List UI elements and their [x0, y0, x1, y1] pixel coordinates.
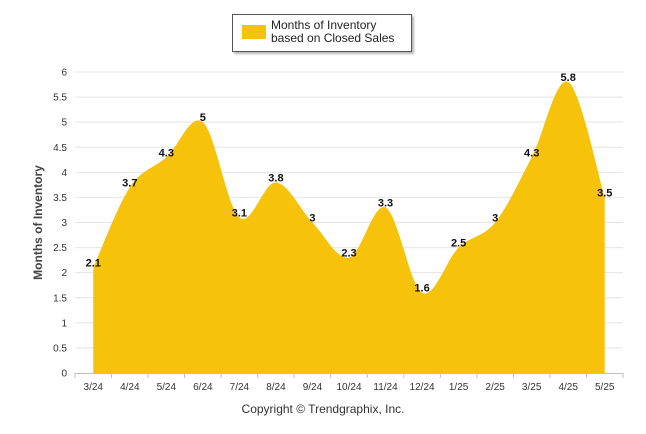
- x-tick-label: 11/24: [373, 382, 398, 393]
- data-label: 3: [492, 213, 498, 225]
- copyright-text: Copyright © Trendgraphix, Inc.: [241, 402, 405, 416]
- x-tick-label: 1/25: [449, 382, 469, 393]
- y-tick-label: 0.5: [53, 343, 67, 354]
- y-tick-label: 5: [61, 118, 67, 129]
- data-label: 3.7: [122, 177, 137, 189]
- y-tick-label: 2.5: [53, 243, 67, 254]
- data-label: 4.3: [524, 147, 539, 159]
- y-tick-label: 5.5: [53, 93, 67, 104]
- y-axis-title: Months of Inventory: [31, 165, 45, 280]
- data-label: 2.3: [341, 248, 356, 260]
- legend-swatch: [242, 25, 266, 39]
- x-tick-label: 3/24: [84, 382, 104, 393]
- x-tick-label: 6/24: [193, 382, 213, 393]
- data-label: 5: [200, 112, 206, 124]
- data-label: 3.5: [597, 187, 612, 199]
- x-tick-label: 2/25: [485, 382, 505, 393]
- x-tick-label: 5/25: [595, 382, 615, 393]
- x-tick-label: 10/24: [336, 382, 361, 393]
- x-tick-label: 7/24: [230, 382, 250, 393]
- x-tick-label: 9/24: [303, 382, 323, 393]
- y-tick-label: 1: [61, 318, 67, 329]
- y-tick-label: 0: [61, 369, 67, 380]
- y-tick-label: 3.5: [53, 193, 67, 204]
- legend: Months of Inventory based on Closed Sale…: [232, 14, 412, 52]
- y-tick-label: 4: [61, 168, 67, 179]
- y-tick-label: 4.5: [53, 143, 67, 154]
- x-tick-label: 8/24: [266, 382, 286, 393]
- x-tick-label: 12/24: [410, 382, 435, 393]
- data-label: 4.3: [159, 147, 174, 159]
- series-area: [93, 81, 605, 373]
- x-tick-label: 4/25: [558, 382, 578, 393]
- y-tick-label: 6: [61, 68, 67, 79]
- x-tick-label: 3/25: [522, 382, 542, 393]
- data-label: 3.8: [268, 172, 283, 184]
- data-label: 3: [309, 213, 315, 225]
- y-tick-label: 1.5: [53, 293, 67, 304]
- data-label: 2.5: [451, 238, 466, 250]
- y-tick-label: 3: [61, 218, 67, 229]
- legend-label: Months of Inventory based on Closed Sale…: [271, 18, 395, 45]
- x-tick-label: 4/24: [120, 382, 140, 393]
- data-label: 1.6: [414, 283, 429, 295]
- data-label: 3.1: [232, 207, 247, 219]
- data-label: 5.8: [561, 72, 576, 84]
- data-label: 3.3: [378, 197, 393, 209]
- y-tick-label: 2: [61, 268, 67, 279]
- data-label: 2.1: [86, 258, 101, 270]
- x-tick-label: 5/24: [157, 382, 177, 393]
